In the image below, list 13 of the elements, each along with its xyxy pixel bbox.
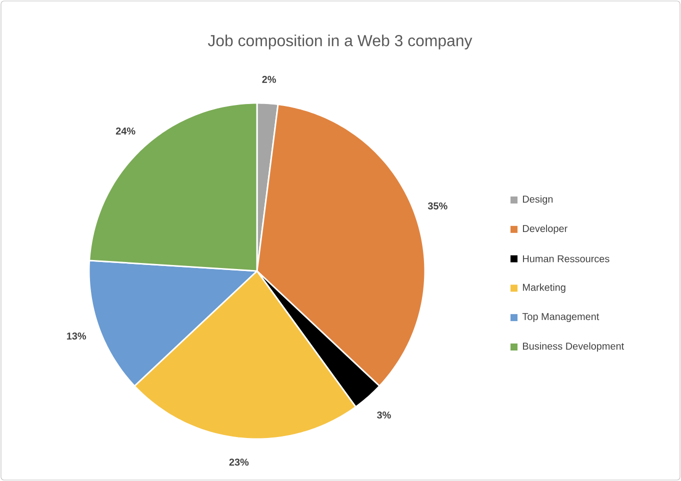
legend-label: Developer bbox=[523, 224, 568, 234]
legend-label: Top Management bbox=[522, 313, 600, 322]
data-label: 13% bbox=[67, 332, 86, 340]
data-label: 23% bbox=[229, 458, 249, 466]
data-label: 3% bbox=[377, 411, 391, 419]
legend-label: Design bbox=[523, 195, 553, 205]
legend-label: Business Development bbox=[523, 342, 624, 352]
data-label: 2% bbox=[262, 76, 276, 83]
legend-label: Human Ressources bbox=[523, 255, 610, 262]
chart-title: Job composition in a Web 3 company bbox=[208, 34, 472, 50]
legend-label: Marketing bbox=[523, 284, 566, 293]
data-label: 35% bbox=[428, 202, 448, 210]
data-label: 24% bbox=[116, 128, 136, 135]
